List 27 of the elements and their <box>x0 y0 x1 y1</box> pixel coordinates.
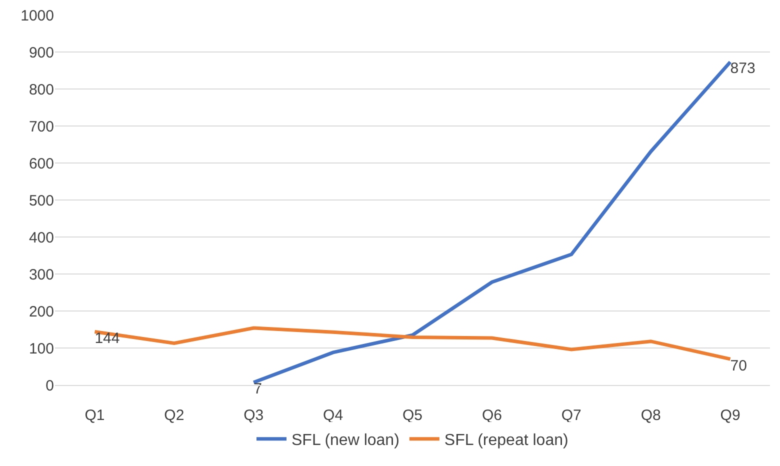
line-series <box>92 326 732 361</box>
x-tick-label: Q3 <box>244 407 264 424</box>
y-tick-label: 900 <box>28 44 54 62</box>
y-tick-label: 100 <box>28 340 54 358</box>
legend-label: SFL (new loan) <box>292 432 400 450</box>
x-tick-label: Q9 <box>720 407 740 424</box>
x-tick-label: Q4 <box>323 407 344 424</box>
x-tick-label: Q7 <box>561 407 582 424</box>
line-series <box>252 60 732 384</box>
data-label: 70 <box>730 357 747 374</box>
y-tick-label: 0 <box>46 377 54 394</box>
x-tick-label: Q6 <box>482 407 502 424</box>
y-tick-label: 400 <box>28 229 54 246</box>
data-label: 144 <box>94 330 120 347</box>
x-tick-label: Q1 <box>84 407 105 424</box>
y-tick-label: 200 <box>28 303 54 320</box>
data-label: 873 <box>730 60 756 78</box>
y-tick-label: 600 <box>28 155 54 172</box>
y-tick-label: 500 <box>28 192 54 210</box>
x-tick-label: Q8 <box>640 407 661 424</box>
y-tick-label: 800 <box>28 81 54 98</box>
x-tick-label: Q5 <box>402 407 423 424</box>
y-tick-label: 1000 <box>20 7 54 24</box>
y-tick-label: 300 <box>28 266 54 284</box>
legend-label: SFL (repeat loan) <box>444 432 568 450</box>
y-tick-label: 700 <box>28 118 54 136</box>
x-tick-label: Q2 <box>164 407 184 424</box>
